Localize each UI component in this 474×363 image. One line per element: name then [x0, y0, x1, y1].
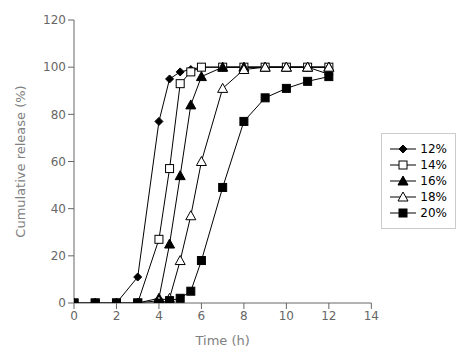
svg-text:14: 14	[364, 309, 379, 323]
html-text:14%: 14%	[420, 157, 447, 172]
svg-text:12: 12	[321, 309, 336, 323]
svg-text:120: 120	[43, 13, 66, 27]
svg-text:0: 0	[70, 309, 78, 323]
svg-text:40: 40	[51, 202, 66, 216]
svg-text:4: 4	[155, 309, 163, 323]
html-text:16%: 16%	[420, 173, 447, 188]
svg-text:Time (h): Time (h)	[194, 333, 249, 348]
svg-text:8: 8	[240, 309, 248, 323]
svg-text:2: 2	[113, 309, 121, 323]
svg-text:60: 60	[51, 155, 66, 169]
svg-text:10: 10	[279, 309, 294, 323]
html-text:18%: 18%	[420, 189, 447, 204]
html-text:12%: 12%	[420, 141, 447, 156]
svg-text:Cumulative release (%): Cumulative release (%)	[13, 85, 28, 237]
svg-text:0: 0	[58, 296, 66, 310]
svg-text:80: 80	[51, 108, 66, 122]
svg-text:20: 20	[51, 249, 66, 263]
html-text:20%: 20%	[420, 205, 447, 220]
svg-text:100: 100	[43, 60, 66, 74]
svg-text:6: 6	[198, 309, 206, 323]
